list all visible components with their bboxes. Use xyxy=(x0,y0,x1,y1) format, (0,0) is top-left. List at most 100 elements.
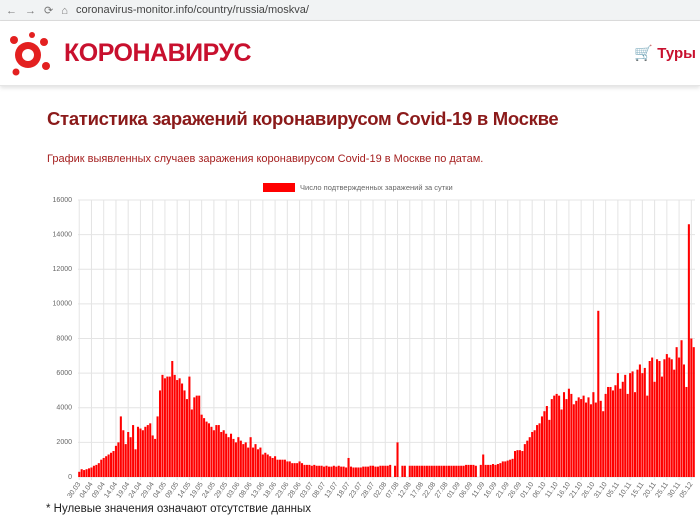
bar xyxy=(357,467,360,477)
page-title: Статистика заражений коронавирусом Covid… xyxy=(47,108,559,129)
bar xyxy=(562,392,566,477)
bar xyxy=(117,442,120,477)
bar xyxy=(496,464,499,477)
bar xyxy=(487,464,490,477)
bar xyxy=(670,359,673,477)
bar xyxy=(124,444,127,477)
bar xyxy=(222,430,225,477)
bar xyxy=(479,464,482,477)
bar xyxy=(198,395,201,477)
bar xyxy=(587,397,590,477)
bar xyxy=(621,381,624,477)
bar xyxy=(411,465,414,477)
bar xyxy=(271,457,274,477)
bar xyxy=(484,464,487,477)
bar xyxy=(474,465,477,477)
bar xyxy=(443,465,446,477)
bar xyxy=(521,451,524,477)
bar xyxy=(264,452,267,477)
bar xyxy=(320,465,323,477)
bar xyxy=(577,397,580,477)
subtitle: График выявленных случаев заражения коро… xyxy=(47,153,484,165)
y-tick-label: 8000 xyxy=(56,335,72,342)
bar xyxy=(342,466,345,477)
tours-link[interactable]: 🛒 Туры xyxy=(634,45,696,62)
bar xyxy=(533,430,536,477)
bar xyxy=(323,466,326,477)
bar xyxy=(447,465,450,477)
nav-buttons[interactable]: ←→⟳⌂ xyxy=(6,4,76,17)
bar xyxy=(364,466,367,477)
bar xyxy=(215,425,218,477)
bar xyxy=(526,440,529,477)
bar xyxy=(614,385,617,477)
bar xyxy=(386,465,389,477)
bar xyxy=(347,457,350,477)
bar xyxy=(558,395,561,477)
bar xyxy=(384,465,387,477)
bar xyxy=(638,364,641,477)
bar xyxy=(239,440,242,477)
bar xyxy=(83,470,86,477)
bar xyxy=(489,464,492,477)
bar xyxy=(261,454,264,477)
browser-bar: ←→⟳⌂ coronavirus-monitor.info/country/ru… xyxy=(0,0,700,21)
bar xyxy=(166,376,169,477)
bar xyxy=(602,411,605,477)
bar xyxy=(403,465,406,477)
bar xyxy=(516,450,519,477)
bar xyxy=(675,347,678,477)
bar xyxy=(156,416,159,477)
bar xyxy=(545,406,548,477)
bar xyxy=(78,471,81,477)
bar xyxy=(200,414,203,477)
bar xyxy=(538,423,541,477)
bar xyxy=(181,383,184,477)
bar xyxy=(122,430,125,477)
bar xyxy=(330,466,333,477)
bar xyxy=(455,465,458,477)
bar xyxy=(249,437,252,477)
bar xyxy=(305,464,308,477)
bar xyxy=(266,454,269,477)
bar xyxy=(229,433,233,477)
bar xyxy=(462,465,465,477)
bar xyxy=(457,465,460,477)
bar xyxy=(589,404,592,477)
bar xyxy=(288,461,291,477)
bar xyxy=(87,468,91,477)
bar xyxy=(433,465,436,477)
bar xyxy=(298,461,301,477)
bar xyxy=(283,459,286,477)
bar xyxy=(438,465,441,477)
bar xyxy=(107,454,110,477)
bar xyxy=(646,395,649,477)
bar xyxy=(256,449,259,477)
bar xyxy=(648,361,651,477)
bar xyxy=(651,357,654,477)
bar xyxy=(653,381,656,477)
footnote: * Нулевые значения означают отсутствие д… xyxy=(46,503,312,515)
bar xyxy=(509,459,512,477)
bar xyxy=(531,431,534,477)
bar xyxy=(278,459,282,477)
logo-text[interactable]: КОРОНАВИРУС xyxy=(64,38,252,67)
bar xyxy=(445,465,448,477)
bar xyxy=(611,390,615,477)
bar xyxy=(146,425,149,477)
bar xyxy=(631,371,634,477)
bar xyxy=(134,449,137,477)
bar xyxy=(212,430,215,477)
bar xyxy=(491,464,495,477)
bar xyxy=(580,399,583,477)
bar xyxy=(663,359,666,477)
bar xyxy=(678,357,681,477)
bar xyxy=(682,364,686,477)
bar xyxy=(129,437,132,477)
url[interactable]: coronavirus-monitor.info/country/russia/… xyxy=(76,4,309,16)
bar xyxy=(450,465,453,477)
bar xyxy=(418,465,421,477)
tours-text[interactable]: Туры xyxy=(657,45,696,62)
bar xyxy=(176,380,179,477)
